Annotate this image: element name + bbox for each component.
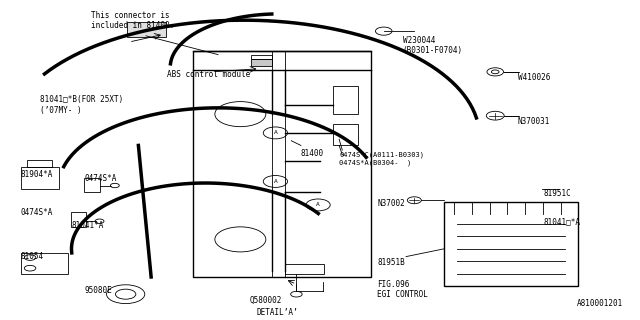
Text: 81904*A: 81904*A: [20, 171, 53, 180]
Bar: [333, 86, 358, 114]
Text: DETAIL’A’: DETAIL’A’: [256, 308, 298, 317]
Text: N37002: N37002: [378, 199, 405, 208]
Text: 81951C: 81951C: [543, 189, 571, 198]
Bar: [27, 160, 52, 167]
Text: A: A: [316, 203, 320, 207]
Text: A810001201: A810001201: [577, 299, 623, 308]
Text: 81041□*A: 81041□*A: [543, 218, 580, 227]
Text: W230044
(B0301-F0704): W230044 (B0301-F0704): [403, 36, 463, 55]
Text: Q580002: Q580002: [250, 296, 282, 305]
Circle shape: [263, 127, 287, 139]
Text: 0474S*A: 0474S*A: [84, 174, 116, 183]
Text: A: A: [273, 131, 277, 135]
Text: This connector is
included in 81400.: This connector is included in 81400.: [91, 11, 174, 30]
Text: FIG.096
EGI CONTROL: FIG.096 EGI CONTROL: [378, 280, 428, 300]
Bar: [251, 59, 271, 66]
Bar: [285, 264, 324, 274]
Text: A: A: [273, 179, 277, 184]
Text: 81054: 81054: [20, 252, 44, 261]
Bar: [444, 202, 578, 286]
Text: 81041□*B(FOR 25XT)
(’07MY- ): 81041□*B(FOR 25XT) (’07MY- ): [40, 95, 123, 115]
Bar: [72, 212, 86, 227]
Text: ABS control module: ABS control module: [167, 70, 250, 79]
Text: 0474S*A: 0474S*A: [20, 208, 53, 217]
Text: 81400: 81400: [301, 148, 324, 157]
Bar: [20, 253, 68, 274]
Text: N370031: N370031: [518, 117, 550, 126]
Text: 81041*A: 81041*A: [72, 220, 104, 229]
Bar: [251, 55, 271, 59]
Text: 81951B: 81951B: [378, 258, 405, 267]
Circle shape: [263, 175, 287, 188]
Text: 95080E: 95080E: [84, 286, 112, 295]
Bar: [84, 178, 100, 192]
Bar: [193, 52, 371, 277]
Bar: [333, 124, 358, 145]
Circle shape: [306, 199, 330, 211]
FancyBboxPatch shape: [127, 22, 166, 37]
Text: 0474S*C(A0111-B0303)
0474S*A(B0304-  ): 0474S*C(A0111-B0303) 0474S*A(B0304- ): [339, 152, 424, 166]
Bar: [20, 167, 59, 189]
Text: W410026: W410026: [518, 73, 550, 83]
